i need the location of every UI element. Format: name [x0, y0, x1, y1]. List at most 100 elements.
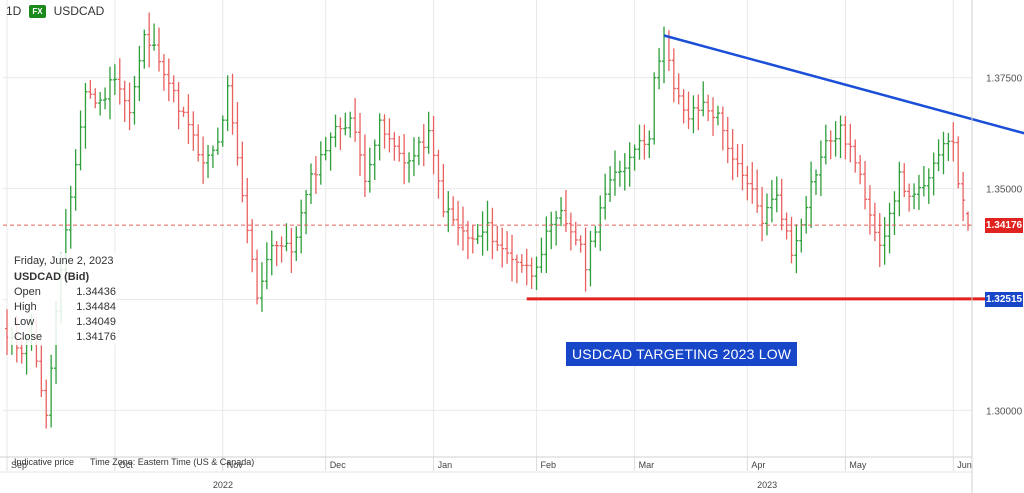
ohlc-bar	[946, 132, 951, 162]
ohlc-bar	[966, 211, 970, 231]
ohlc-bar	[755, 169, 760, 213]
ohlc-bar	[127, 82, 132, 131]
ohlc-bar	[897, 161, 902, 217]
ohlc-bar	[706, 94, 711, 122]
ohlc-bar	[779, 178, 784, 231]
ohlc-bar	[848, 123, 853, 163]
ohlc-bar	[573, 221, 578, 246]
ohlc-bar	[877, 213, 882, 268]
ohlc-bar	[696, 94, 701, 131]
ohlc-bar	[372, 139, 377, 181]
ohlc-bar	[612, 150, 617, 196]
ohlc-bar	[358, 112, 363, 176]
ohlc-bar	[196, 124, 201, 162]
ohlc-bar	[764, 193, 769, 236]
ohlc-bar	[441, 163, 446, 218]
ohlc-bar	[814, 169, 819, 195]
ohlc-bar	[299, 199, 304, 254]
ohlc-close-label: Close	[14, 331, 43, 343]
ohlc-bar	[294, 226, 299, 261]
ohlc-bar	[843, 115, 848, 160]
last-price-tag: 1.34176	[985, 218, 1023, 234]
ohlc-bar	[171, 75, 176, 103]
ohlc-bar	[863, 161, 868, 210]
ohlc-bar	[161, 54, 166, 91]
ohlc-bar	[500, 227, 505, 268]
ohlc-close-value: 1.34176	[76, 331, 116, 343]
interval-label[interactable]: 1D	[6, 4, 22, 18]
ohlc-bar	[652, 72, 657, 145]
ohlc-bar	[117, 58, 122, 105]
ohlc-bar	[73, 149, 78, 211]
ohlc-bar	[867, 185, 872, 235]
ohlc-bar	[740, 143, 745, 191]
ohlc-bar	[407, 152, 412, 183]
ohlc-bar	[318, 141, 323, 185]
ohlc-bar	[485, 200, 490, 251]
ohlc-bar	[107, 66, 112, 120]
month-label: Oct	[119, 460, 134, 470]
year-label: 2022	[213, 480, 233, 490]
ohlc-low-value: 1.34049	[76, 316, 116, 328]
ohlc-bar	[583, 227, 588, 292]
ohlc-row-close: Close 1.34176	[8, 330, 116, 345]
ohlc-bar	[147, 12, 152, 68]
ohlc-bar	[676, 73, 681, 105]
ohlc-bar	[956, 136, 961, 189]
ohlc-bar	[563, 189, 568, 232]
ohlc-date: Friday, June 2, 2023	[14, 255, 114, 267]
month-label: Mar	[639, 460, 655, 470]
ohlc-bar	[608, 166, 613, 202]
ohlc-bar	[186, 94, 191, 145]
ohlc-bar	[936, 139, 941, 172]
ohlc-bar	[88, 80, 93, 99]
ohlc-bar	[78, 110, 83, 171]
ohlc-bar	[93, 88, 98, 109]
fx-badge-icon: FX	[29, 4, 46, 18]
ohlc-bar	[951, 122, 956, 162]
ohlc-bar	[250, 219, 255, 273]
ohlc-bar	[470, 225, 475, 254]
ohlc-bar	[794, 224, 799, 274]
ohlc-bar	[367, 147, 372, 193]
ohlc-bar	[578, 235, 583, 253]
ohlc-bar	[137, 45, 142, 102]
ohlc-bar	[534, 256, 539, 290]
ohlc-bar	[789, 216, 794, 264]
ohlc-bar	[529, 257, 534, 290]
ohlc-bar	[916, 174, 921, 210]
month-label: May	[849, 460, 867, 470]
month-label: Jun	[957, 460, 972, 470]
chart-header: 1D FX USDCAD	[6, 4, 104, 18]
ohlc-bar	[907, 183, 912, 212]
ohlc-bar	[519, 254, 524, 273]
ohlc-row-open: Open 1.34436	[8, 285, 116, 300]
ohlc-bar	[715, 105, 720, 126]
ohlc-bar	[230, 73, 235, 135]
ohlc-bar	[539, 237, 544, 273]
ohlc-bar	[941, 131, 946, 175]
ohlc-bar	[524, 248, 529, 286]
ohlc-bar	[912, 183, 917, 210]
symbol-label[interactable]: USDCAD	[53, 4, 105, 18]
indicative-note: Indicative price	[14, 457, 75, 467]
ohlc-bar	[921, 166, 926, 197]
ohlc-bar	[142, 29, 147, 69]
ohlc-bar	[411, 137, 416, 177]
ohlc-bar	[152, 23, 157, 51]
ohlc-low-label: Low	[14, 316, 35, 328]
ohlc-bar	[833, 121, 838, 157]
ohlc-bar	[887, 202, 892, 254]
ohlc-bar	[456, 200, 461, 246]
ohlc-bar	[215, 127, 220, 155]
ohlc-bar	[206, 145, 211, 179]
ohlc-bar	[593, 225, 598, 248]
ohlc-bar	[225, 75, 230, 132]
ohlc-bar	[686, 91, 691, 129]
ohlc-row-low: Low 1.34049	[8, 315, 116, 330]
ohlc-bar	[637, 124, 642, 160]
ohlc-open-value: 1.34436	[76, 286, 116, 298]
ohlc-bar	[245, 177, 250, 244]
